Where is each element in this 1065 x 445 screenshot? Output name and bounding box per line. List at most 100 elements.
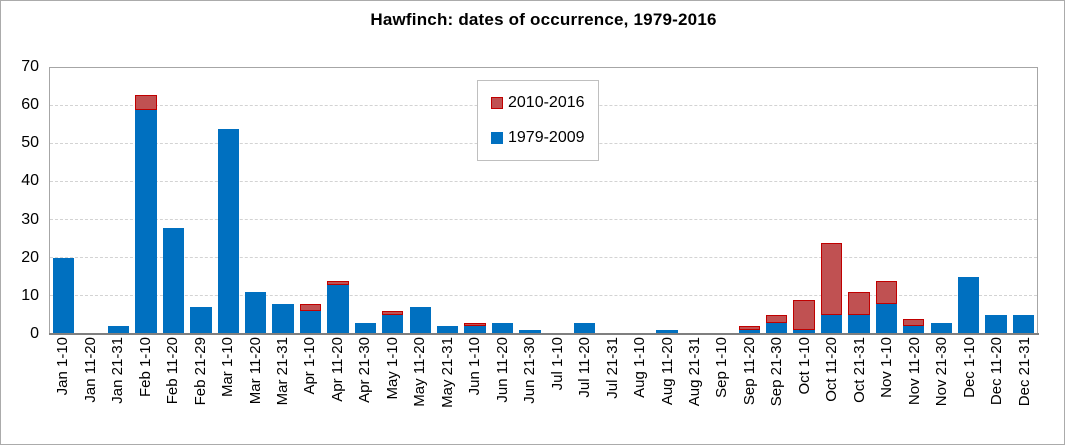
bar-column-jan-21-31: [105, 68, 132, 334]
x-label-cell: Jun 11-20: [489, 337, 516, 441]
bar-segment-1979-2009: [491, 322, 514, 334]
bar-column-feb-11-20: [160, 68, 187, 334]
bar-segment-1979-2009: [574, 322, 596, 334]
x-label-cell: Jun 1-10: [461, 337, 488, 441]
gridline-30: [50, 219, 1037, 220]
bar-segment-1979-2009: [519, 330, 541, 334]
bar-column-feb-21-29: [187, 68, 214, 334]
x-tick-label: Jul 1-10: [548, 337, 566, 391]
x-tick-label: Aug 1-10: [631, 337, 649, 398]
bar-column-nov-11-20: [900, 68, 927, 334]
bar-segment-1979-2009: [299, 311, 322, 334]
x-label-cell: Mar 1-10: [214, 337, 241, 441]
bar-segment-2010-2016: [793, 299, 815, 331]
x-tick-label: Mar 11-20: [246, 337, 264, 405]
x-label-cell: Jul 21-31: [598, 337, 625, 441]
x-label-cell: Oct 11-20: [818, 337, 845, 441]
bar-column-jun-11-20: [489, 68, 516, 334]
bar-segment-2010-2016: [299, 303, 322, 312]
x-label-cell: Jun 21-30: [516, 337, 543, 441]
y-tick-label-10: 10: [21, 286, 39, 304]
plot-area: 2010-2016 1979-2009: [49, 67, 1038, 334]
x-tick-label: Feb 1-10: [136, 337, 154, 398]
gridline-40: [50, 181, 1037, 182]
bar-segment-2010-2016: [903, 318, 925, 327]
x-label-cell: May 11-20: [406, 337, 433, 441]
bar-segment-1979-2009: [765, 322, 788, 334]
x-tick-label: Sep 21-30: [768, 337, 786, 407]
bar-segment-2010-2016: [382, 311, 404, 315]
x-label-cell: Apr 21-30: [351, 337, 378, 441]
x-tick-label: Oct 1-10: [795, 337, 813, 395]
x-tick-label: Apr 11-20: [328, 337, 346, 402]
legend-swatch-red-icon: [491, 97, 503, 109]
bar-column-sep-21-30: [763, 68, 790, 334]
bar-column-jul-21-31: [598, 68, 625, 334]
bar-column-aug-11-20: [653, 68, 680, 334]
x-label-cell: Mar 11-20: [241, 337, 268, 441]
x-tick-label: Nov 1-10: [878, 337, 896, 398]
bar-segment-1979-2009: [217, 128, 239, 334]
x-label-cell: Nov 11-20: [901, 337, 928, 441]
bar-column-jun-21-30: [516, 68, 543, 334]
bar-column-jun-1-10: [461, 68, 488, 334]
x-label-cell: Oct 21-31: [846, 337, 873, 441]
bar-column-sep-1-10: [708, 68, 735, 334]
x-tick-label: Nov 21-30: [933, 337, 951, 407]
bar-segment-1979-2009: [409, 307, 431, 334]
bar-column-oct-11-20: [818, 68, 845, 334]
x-tick-label: Jun 1-10: [466, 337, 484, 396]
bar-column-nov-21-30: [928, 68, 955, 334]
gridline-10: [50, 295, 1037, 296]
x-axis-line: [49, 333, 1039, 335]
x-label-cell: Feb 11-20: [159, 337, 186, 441]
bar-segment-1979-2009: [190, 307, 212, 334]
y-tick-label-70: 70: [21, 58, 39, 75]
legend-label: 1979-2009: [508, 129, 585, 146]
x-tick-label: Apr 1-10: [301, 337, 319, 395]
bar-segment-1979-2009: [985, 315, 1007, 334]
bar-column-mar-1-10: [215, 68, 242, 334]
x-label-cell: Sep 21-30: [763, 337, 790, 441]
bar-segment-1979-2009: [107, 326, 130, 334]
bar-segment-1979-2009: [957, 277, 980, 334]
y-tick-label-20: 20: [21, 248, 39, 266]
x-label-cell: Sep 11-20: [736, 337, 763, 441]
bar-column-apr-11-20: [324, 68, 351, 334]
bar-column-apr-1-10: [297, 68, 324, 334]
bar-segment-1979-2009: [1012, 315, 1035, 334]
bar-column-may-21-31: [434, 68, 461, 334]
x-tick-label: Sep 1-10: [713, 337, 731, 398]
x-tick-label: Jul 21-31: [603, 337, 621, 399]
bar-segment-1979-2009: [738, 330, 760, 334]
bar-column-feb-1-10: [132, 68, 159, 334]
x-tick-label: Oct 21-31: [850, 337, 868, 403]
x-label-cell: Aug 21-31: [681, 337, 708, 441]
x-label-cell: May 21-31: [434, 337, 461, 441]
x-tick-label: Nov 11-20: [905, 337, 923, 406]
legend-item-2010-2016: 2010-2016: [491, 94, 598, 112]
x-tick-label: Jul 11-20: [576, 337, 594, 398]
legend-swatch-blue-icon: [491, 132, 503, 144]
chart-title: Hawfinch: dates of occurrence, 1979-2016: [370, 10, 717, 29]
bar-segment-1979-2009: [656, 330, 678, 334]
x-tick-label: May 21-31: [438, 337, 456, 408]
x-label-cell: Mar 21-31: [269, 337, 296, 441]
x-label-cell: Apr 11-20: [324, 337, 351, 441]
x-label-cell: Dec 21-31: [1010, 337, 1037, 441]
x-axis-labels: Jan 1-10 Jan 11-20 Jan 21-31 Feb 1-10 Feb 11…: [49, 337, 1038, 441]
x-tick-label: Dec 11-20: [988, 337, 1006, 406]
bar-segment-2010-2016: [464, 322, 486, 327]
bar-segment-2010-2016: [848, 292, 870, 315]
x-label-cell: Aug 1-10: [626, 337, 653, 441]
bar-column-oct-21-31: [845, 68, 872, 334]
x-label-cell: Jul 1-10: [543, 337, 570, 441]
bar-column-aug-1-10: [626, 68, 653, 334]
x-label-cell: Jan 1-10: [49, 337, 76, 441]
y-tick-label-50: 50: [21, 134, 39, 152]
x-label-cell: Nov 1-10: [873, 337, 900, 441]
bar-segment-1979-2009: [464, 326, 486, 334]
bar-column-mar-11-20: [242, 68, 269, 334]
x-tick-label: Aug 21-31: [686, 337, 704, 407]
